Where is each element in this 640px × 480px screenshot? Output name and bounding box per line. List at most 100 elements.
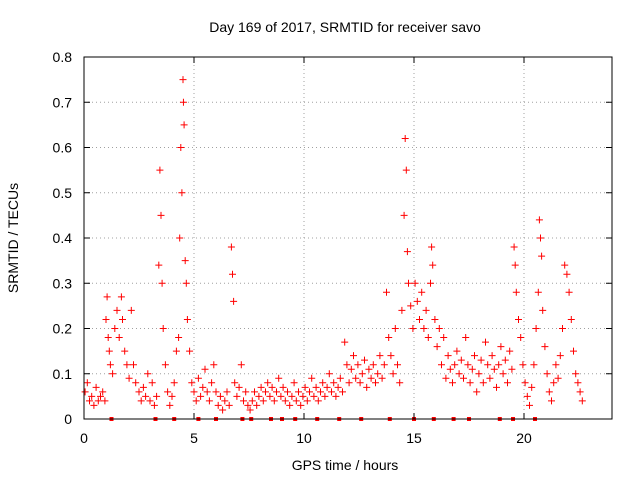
data-point [460,374,467,382]
data-point [197,392,205,400]
data-point [479,379,487,387]
data-point [523,392,531,400]
data-point [526,401,533,409]
data-point [475,370,483,378]
data-point [383,288,390,296]
data-point [125,374,133,382]
data-point [175,334,183,342]
x-tick-label: 5 [190,430,198,446]
data-point [372,379,379,387]
data-point [281,397,289,405]
data-point [380,361,388,369]
data-point [251,388,258,396]
data-point [334,383,342,391]
y-tick-label: 0.5 [53,185,73,201]
data-point [321,392,329,400]
data-point [570,347,577,355]
data-point [188,379,196,387]
data-point [473,388,481,396]
data-point [155,261,163,269]
data-point [504,379,511,387]
data-point [457,356,465,364]
data-point [411,279,419,287]
data-point [484,361,492,369]
y-axis-label: SRMTID / TECUs [5,183,21,293]
data-point [135,388,143,396]
data-point [194,374,202,382]
data-point [253,401,261,409]
data-point [166,401,174,409]
data-point [183,315,191,323]
data-point [444,352,452,360]
data-point [495,361,503,369]
data-point [468,365,476,373]
data-point [111,325,119,332]
data-point [317,388,324,396]
data-point [284,388,291,396]
data-point [306,388,313,396]
data-point [231,379,239,387]
data-point [442,374,450,382]
data-point [398,306,406,314]
data-point [248,397,256,405]
data-point [446,365,454,373]
data-point [157,211,165,219]
data-point [123,361,131,369]
data-point [161,361,169,369]
data-point [400,211,408,219]
y-tick-label: 0.4 [53,230,73,246]
data-point [427,279,434,287]
data-point [170,379,178,387]
data-point [559,325,566,332]
data-point [515,315,522,323]
data-point [440,334,448,342]
chart-title: Day 169 of 2017, SRMTID for receiver sav… [209,19,481,35]
y-tick-label: 0.6 [53,140,73,156]
data-point [538,252,546,260]
data-point [534,288,542,296]
data-point [376,352,384,360]
data-point [541,343,549,351]
data-point [172,347,180,355]
data-point [121,347,129,355]
data-point [266,392,274,400]
data-point [292,397,300,405]
data-point [103,293,111,301]
data-point [182,279,190,287]
data-point [374,370,382,378]
data-point [572,370,580,378]
data-point [420,325,428,332]
x-axis-label: GPS time / hours [292,457,399,473]
data-points [81,76,586,414]
data-point [156,166,164,174]
data-point [203,388,211,396]
data-point [240,397,247,405]
data-point [497,343,505,351]
data-point [389,370,397,378]
data-point [578,397,586,405]
data-point [345,379,353,387]
axes: 0 0.1 0.2 0.3 0.4 0.5 0.6 0.7 0.8 0 5 10 15 20 [53,49,612,446]
data-point [332,392,340,400]
data-point [90,401,98,409]
data-point [401,134,409,142]
plot-frame [83,56,613,420]
data-point [106,361,114,369]
y-tick-label: 0 [64,411,72,427]
data-point [431,315,439,323]
data-point [453,347,461,355]
data-point [330,379,338,387]
y-tick-label: 0.8 [53,49,73,65]
data-point [539,306,547,314]
grid-lines [84,57,612,419]
data-point [113,306,121,314]
data-point [262,388,269,396]
data-point [279,383,287,391]
data-point [308,374,316,382]
data-point [199,383,207,391]
data-point [402,166,410,174]
data-point [153,392,161,400]
data-point [192,397,200,405]
data-point [212,388,220,396]
data-point [354,361,362,369]
